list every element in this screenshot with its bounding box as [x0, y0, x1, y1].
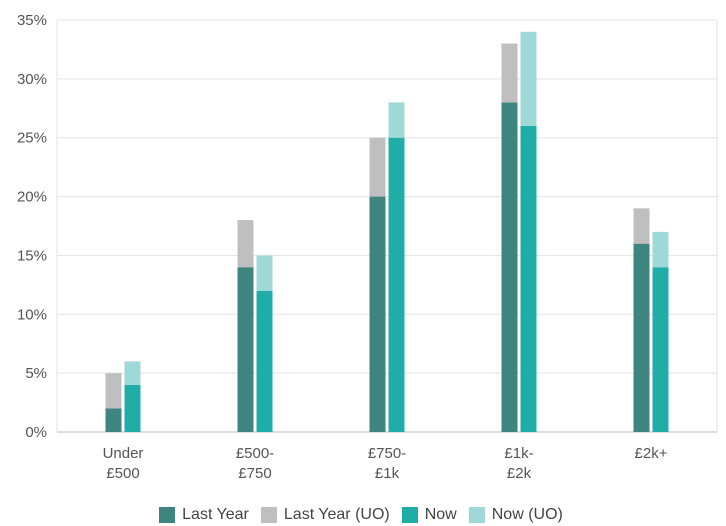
- bar-last-year-uo: [501, 43, 518, 103]
- y-tick-label: 35%: [17, 12, 47, 29]
- legend-item: Last Year: [159, 506, 249, 524]
- bar-last-year: [369, 196, 386, 432]
- legend-swatch: [159, 507, 176, 523]
- bar-now: [124, 384, 141, 432]
- bar-last-year: [237, 267, 254, 432]
- bar-now-uo: [388, 102, 405, 138]
- legend-item: Now (UO): [468, 506, 563, 524]
- x-category-label: £500-: [236, 445, 274, 462]
- y-tick-label: 0%: [25, 424, 47, 441]
- y-tick-label: 25%: [17, 130, 47, 147]
- bar-last-year-uo: [633, 208, 650, 244]
- legend-item: Now: [401, 506, 457, 524]
- bar-now: [520, 125, 537, 432]
- bar-now: [388, 137, 405, 432]
- bar-now-uo: [124, 361, 141, 385]
- y-tick-label: 10%: [17, 306, 47, 323]
- bar-now: [256, 290, 273, 432]
- bar-last-year-uo: [105, 373, 122, 409]
- y-tick-label: 15%: [17, 247, 47, 264]
- x-category-label: £500: [106, 465, 139, 482]
- x-category-label: £2k: [507, 465, 532, 482]
- legend-label: Last Year (UO): [283, 506, 390, 523]
- legend-item: Last Year (UO): [260, 506, 390, 524]
- bar-last-year: [501, 102, 518, 433]
- bar-chart: 0% 5% 10% 15% 20% 25% 30% 35% Under £500 £500- £750…: [17, 12, 718, 482]
- bar-now-uo: [652, 231, 669, 268]
- bar-now-uo: [520, 31, 537, 126]
- bar-now: [652, 267, 669, 432]
- legend-swatch: [401, 507, 418, 523]
- bar-last-year-uo: [369, 137, 386, 197]
- legend-swatch: [260, 507, 277, 523]
- bar-now-uo: [256, 255, 273, 291]
- legend-label: Now: [424, 506, 457, 523]
- legend-label: Last Year: [182, 506, 249, 523]
- bar-last-year: [105, 408, 122, 432]
- bar-last-year: [633, 243, 650, 432]
- chart-legend: Last Year Last Year (UO) Now Now (UO): [0, 504, 726, 526]
- legend-swatch: [468, 507, 485, 523]
- x-category-label: Under: [103, 445, 144, 462]
- x-category-label: £750-: [368, 445, 406, 462]
- y-tick-label: 20%: [17, 189, 47, 206]
- y-tick-label: 5%: [25, 365, 47, 382]
- x-category-label: £1k: [375, 465, 400, 482]
- x-category-label: £2k+: [635, 445, 668, 462]
- y-tick-label: 30%: [17, 71, 47, 88]
- x-category-label: £750: [238, 465, 271, 482]
- legend-label: Now (UO): [491, 506, 563, 523]
- bar-last-year-uo: [237, 220, 254, 268]
- x-category-label: £1k-: [504, 445, 533, 462]
